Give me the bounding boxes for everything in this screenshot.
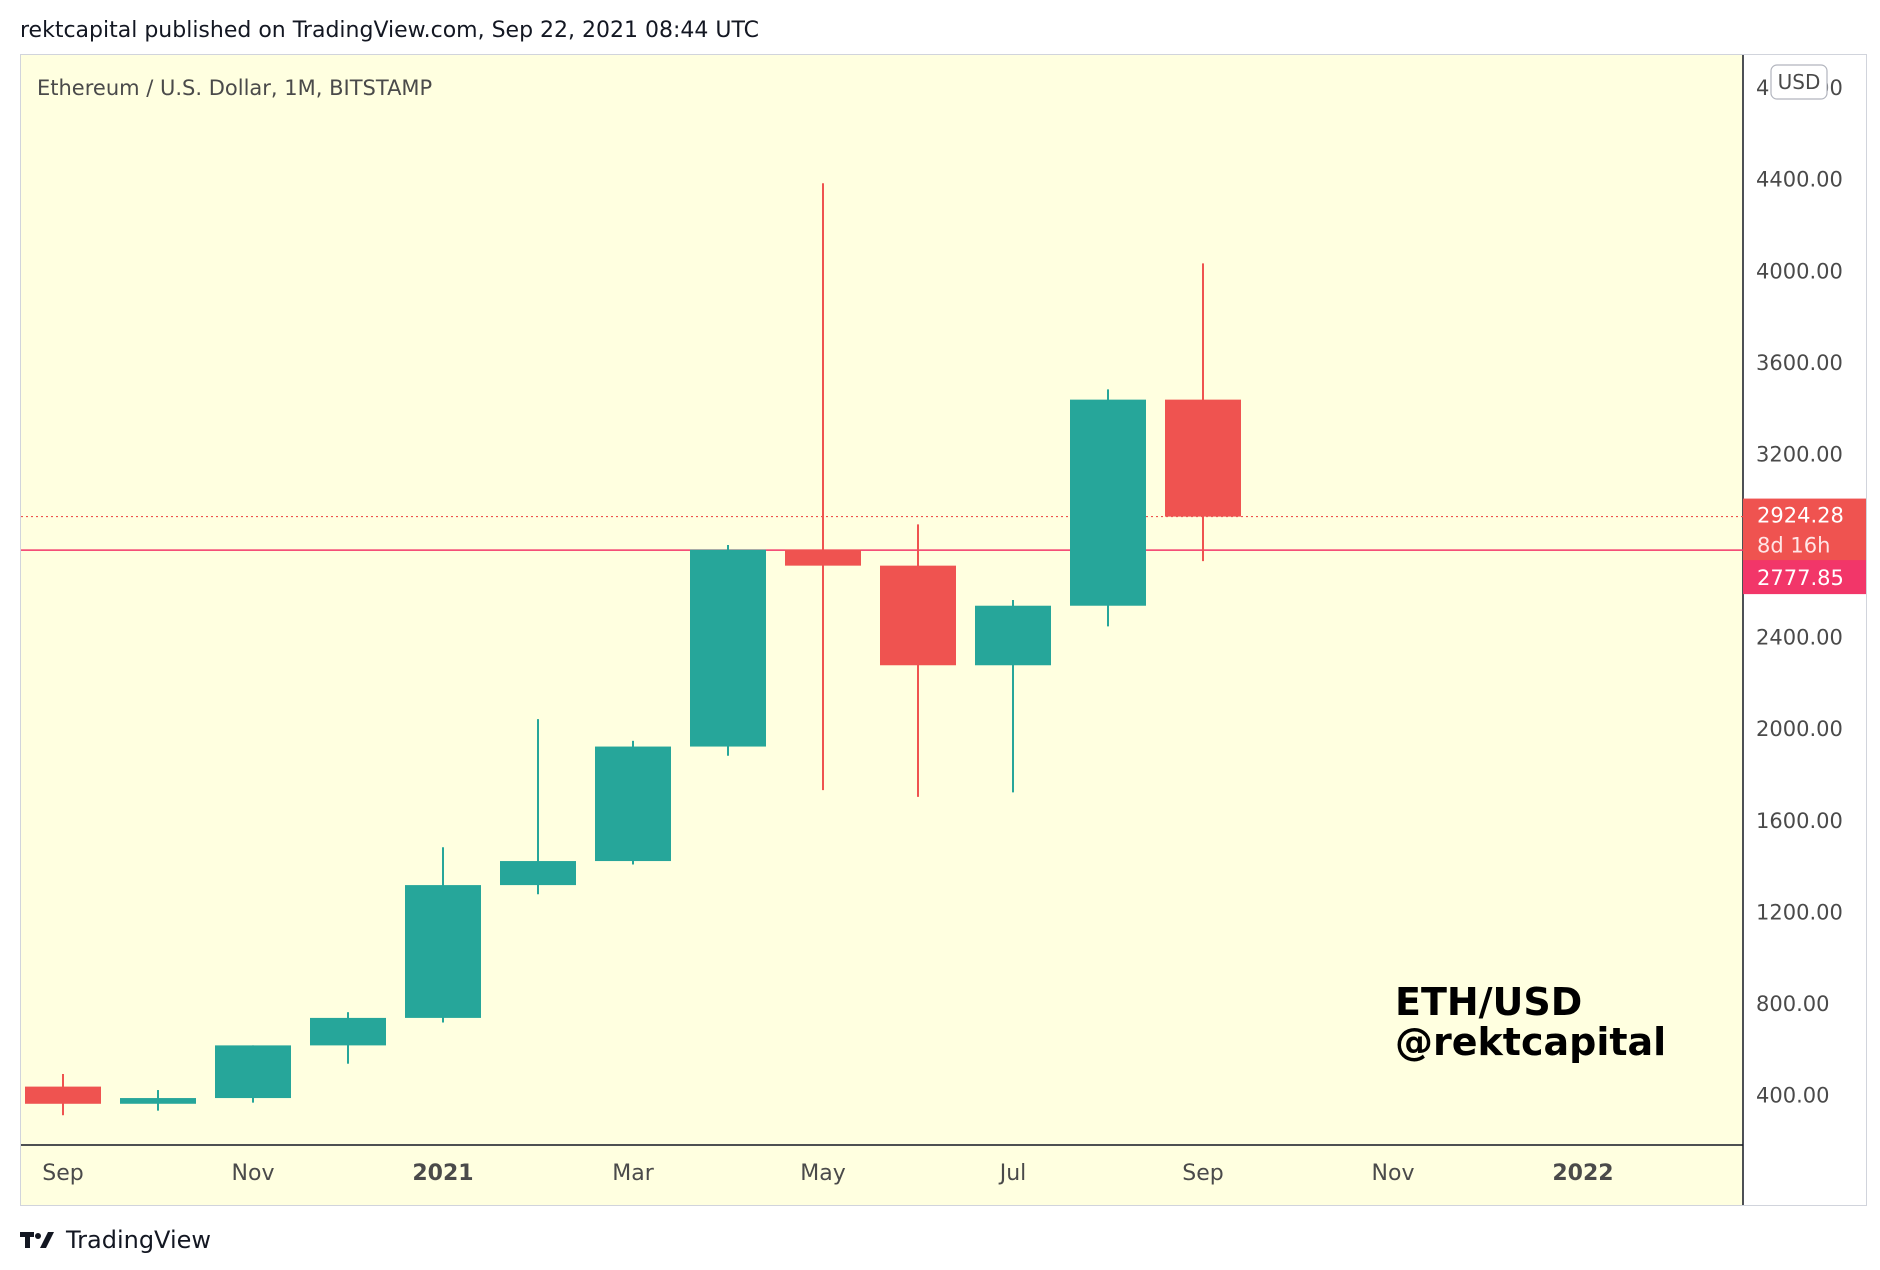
y-tick-label-1600: 1600.00 [1756, 809, 1843, 833]
x-axis-area [21, 1145, 1743, 1205]
candle-body-2021-06[interactable] [880, 565, 956, 666]
chart-title: Ethereum / U.S. Dollar, 1M, BITSTAMP [37, 76, 432, 100]
previous-close-tag [1743, 560, 1866, 595]
candle-body-2020-09[interactable] [25, 1086, 101, 1104]
y-tick-label-2000: 2000.00 [1756, 717, 1843, 741]
candle-body-2021-04[interactable] [690, 549, 766, 747]
candle-body-2021-09[interactable] [1165, 399, 1241, 517]
candle-body-2020-11[interactable] [215, 1045, 291, 1099]
x-tick-label-sep-0: Sep [42, 1161, 83, 1186]
x-tick-label-may-8: May [800, 1161, 845, 1186]
footer-brand-text: TradingView [66, 1226, 212, 1254]
x-tick-label-sep-12: Sep [1182, 1161, 1223, 1186]
previous-close-label: 2777.85 [1757, 566, 1844, 590]
candlestick-chart[interactable]: Ethereum / U.S. Dollar, 1M, BITSTAMP ETH/… [21, 55, 1866, 1205]
y-tick-label-4400: 4400.00 [1756, 168, 1843, 192]
x-tick-label-jul-10: Jul [998, 1161, 1027, 1186]
x-tick-label-nov-2: Nov [232, 1161, 275, 1186]
candle-body-2020-10[interactable] [120, 1098, 196, 1104]
candle-body-2021-01[interactable] [405, 885, 481, 1018]
y-tick-label-400: 400.00 [1756, 1084, 1829, 1108]
y-tick-label-3200: 3200.00 [1756, 442, 1843, 466]
countdown-label: 8d 16h [1757, 534, 1830, 558]
current-price-tag [1743, 498, 1866, 563]
candle-body-2021-05[interactable] [785, 549, 861, 566]
tradingview-logo-icon [20, 1232, 54, 1248]
candle-body-2021-07[interactable] [975, 605, 1051, 666]
x-tick-label-mar-6: Mar [612, 1161, 654, 1186]
candle-body-2021-02[interactable] [500, 861, 576, 886]
x-tick-label-nov-14: Nov [1372, 1161, 1415, 1186]
footer-logo[interactable]: TradingView [20, 1225, 211, 1255]
candle-body-2021-03[interactable] [595, 746, 671, 862]
candle-body-2021-08[interactable] [1070, 399, 1146, 606]
y-tick-label-1200: 1200.00 [1756, 900, 1843, 924]
y-tick-label-4000: 4000.00 [1756, 259, 1843, 283]
y-tick-label-2400: 2400.00 [1756, 626, 1843, 650]
y-tick-label-800: 800.00 [1756, 992, 1829, 1016]
watermark-handle: @rektcapital [1395, 1020, 1666, 1064]
x-tick-label-2021-4: 2021 [412, 1161, 473, 1186]
published-by-header: rektcapital published on TradingView.com… [20, 18, 760, 43]
currency-label: USD [1778, 70, 1821, 94]
watermark-pair: ETH/USD [1395, 980, 1582, 1024]
currency-badge[interactable] [1770, 64, 1828, 100]
x-tick-label-2022-16: 2022 [1552, 1161, 1613, 1186]
candle-body-2020-12[interactable] [310, 1017, 386, 1046]
y-tick-label-3600: 3600.00 [1756, 351, 1843, 375]
current-price-label: 2924.28 [1757, 504, 1844, 528]
chart-frame[interactable]: Ethereum / U.S. Dollar, 1M, BITSTAMP ETH/… [20, 54, 1867, 1206]
